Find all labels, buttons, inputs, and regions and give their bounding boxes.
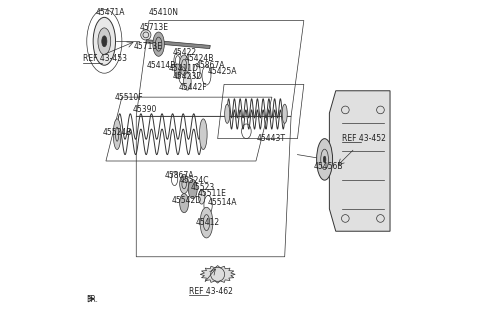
Text: 45410N: 45410N <box>149 8 179 17</box>
Text: 45524C: 45524C <box>180 176 209 185</box>
Text: REF 43-452: REF 43-452 <box>342 134 386 143</box>
Text: 45523: 45523 <box>191 183 215 192</box>
Ellipse shape <box>180 55 189 75</box>
Text: REF 43-453: REF 43-453 <box>83 54 127 63</box>
Text: REF 43-462: REF 43-462 <box>189 287 233 296</box>
Ellipse shape <box>200 119 207 149</box>
Text: 45411D: 45411D <box>168 64 198 73</box>
Text: 45425A: 45425A <box>207 67 237 76</box>
Circle shape <box>141 30 151 40</box>
Text: 45414B: 45414B <box>147 61 176 70</box>
Text: FR.: FR. <box>86 295 98 304</box>
Ellipse shape <box>225 104 230 123</box>
Polygon shape <box>329 91 390 231</box>
Ellipse shape <box>180 194 189 213</box>
Text: 45713E: 45713E <box>134 42 163 51</box>
Ellipse shape <box>93 17 116 65</box>
Ellipse shape <box>98 28 111 55</box>
Text: 45713E: 45713E <box>140 23 168 32</box>
Ellipse shape <box>102 36 107 47</box>
Ellipse shape <box>188 179 197 199</box>
Ellipse shape <box>199 190 205 204</box>
Ellipse shape <box>153 32 164 56</box>
Text: 45422: 45422 <box>172 48 196 57</box>
Text: 45390: 45390 <box>132 105 157 114</box>
Ellipse shape <box>282 104 287 123</box>
Text: 45542D: 45542D <box>171 196 202 205</box>
Text: 45524B: 45524B <box>103 128 132 137</box>
Text: 45511E: 45511E <box>198 189 227 198</box>
Polygon shape <box>200 266 235 283</box>
Text: 45442F: 45442F <box>179 83 207 92</box>
Ellipse shape <box>113 119 121 149</box>
Text: 45867A: 45867A <box>196 61 226 70</box>
Text: 45471A: 45471A <box>96 8 125 17</box>
Text: 45412: 45412 <box>196 218 220 227</box>
Ellipse shape <box>180 175 189 194</box>
Text: 45443T: 45443T <box>257 134 286 143</box>
Text: 45424B: 45424B <box>184 54 214 63</box>
Polygon shape <box>146 40 210 49</box>
Text: 45867A: 45867A <box>165 171 194 180</box>
Text: 45423D: 45423D <box>173 72 203 81</box>
Text: 45514A: 45514A <box>208 198 238 207</box>
Ellipse shape <box>317 139 333 180</box>
Text: 45510F: 45510F <box>115 93 144 102</box>
Ellipse shape <box>175 64 181 78</box>
Ellipse shape <box>324 156 326 163</box>
Ellipse shape <box>200 207 213 238</box>
Ellipse shape <box>183 73 191 90</box>
Text: 45456B: 45456B <box>313 162 343 171</box>
